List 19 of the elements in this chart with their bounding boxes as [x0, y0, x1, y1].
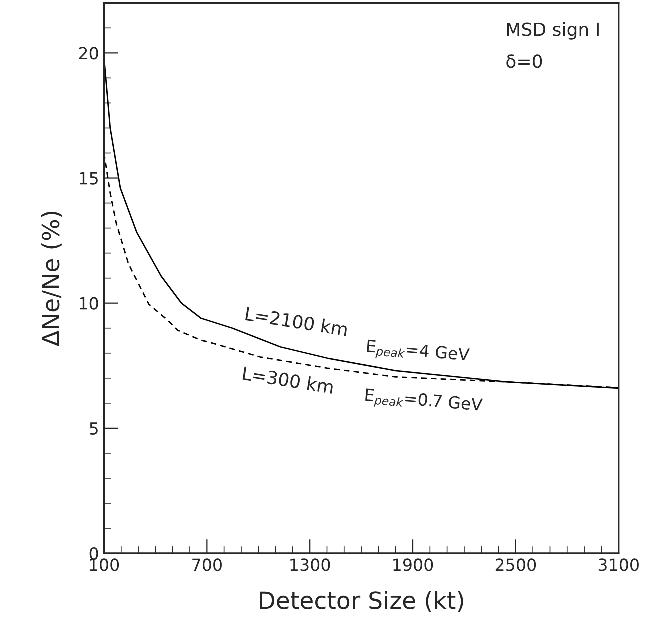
- annotation: δ=0: [506, 54, 542, 68]
- y-tick-label: 10: [80, 297, 98, 310]
- x-tick-label: 3100: [598, 558, 639, 572]
- x-tick-label: 100: [90, 558, 120, 572]
- annotation: E$_{peak}$=0.7 GeV: [365, 388, 484, 416]
- y-tick-label: 15: [80, 172, 98, 185]
- annotation: MSD sign I: [507, 22, 599, 40]
- annotation: E$_{peak}$=4 GeV: [366, 340, 470, 366]
- x-axis-title: Detector Size (kt): [260, 591, 464, 612]
- x-tick-label: 2500: [496, 558, 536, 572]
- y-tick-label: 0: [90, 547, 98, 560]
- y-tick-label: 20: [79, 47, 98, 60]
- x-tick-label: 1900: [394, 558, 434, 572]
- x-tick-label: 1300: [290, 558, 330, 572]
- y-axis-title: ΔNe/Ne (%): [41, 212, 62, 347]
- text: L=300 km: [242, 366, 334, 394]
- x-tick-label: 700: [192, 558, 222, 572]
- y-tick-label: 5: [90, 422, 98, 436]
- text: L=2100 km: [245, 306, 348, 336]
